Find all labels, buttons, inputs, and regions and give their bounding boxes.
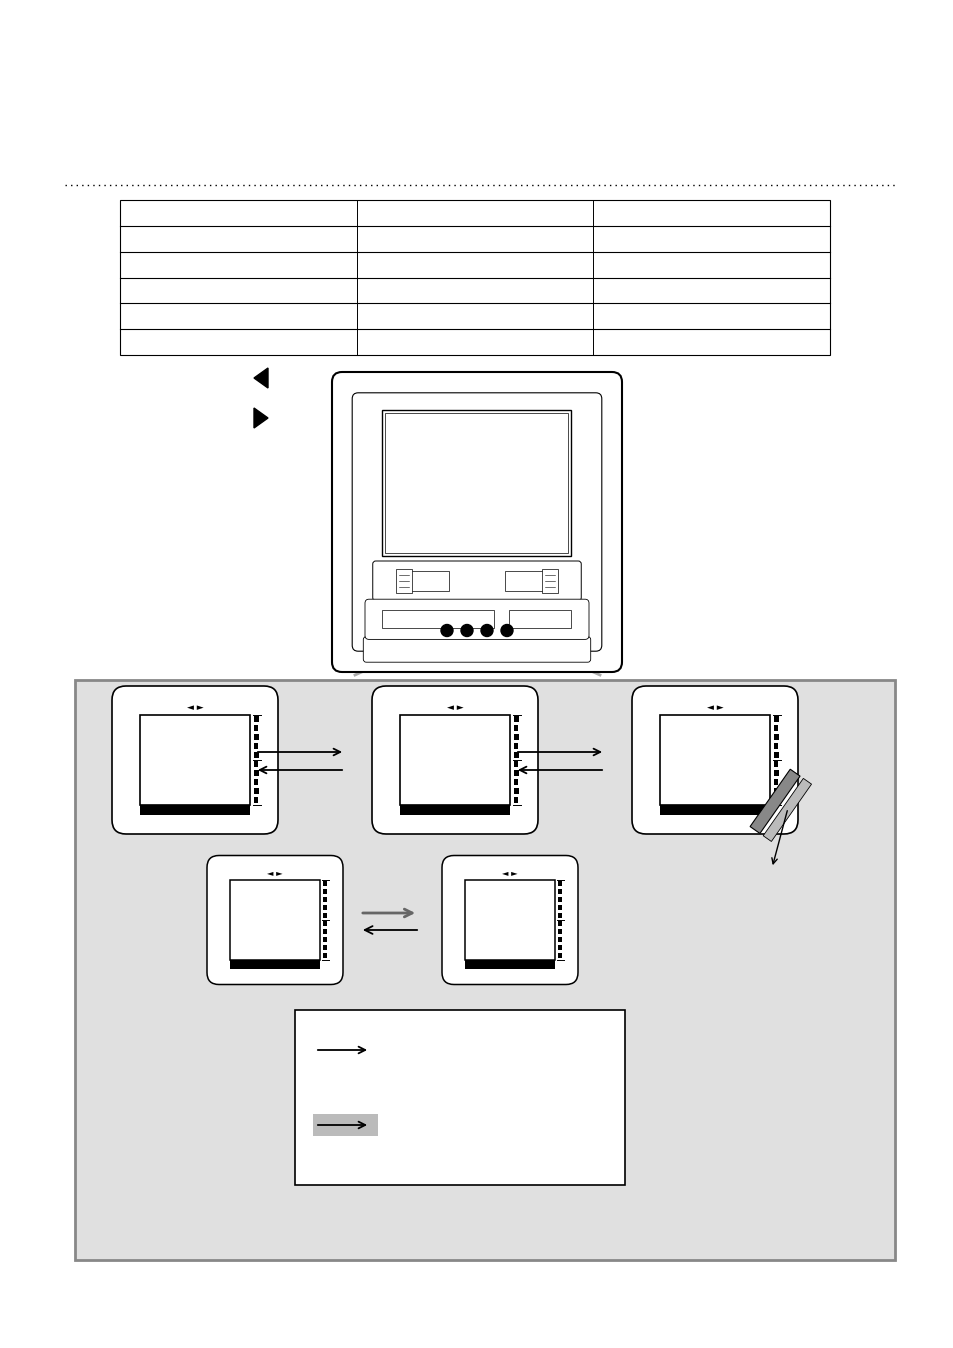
Bar (514, 716, 518, 721)
Bar (558, 921, 561, 926)
Bar (773, 735, 779, 740)
Polygon shape (762, 778, 811, 841)
Bar (773, 779, 778, 785)
Bar (514, 770, 518, 776)
Bar (294, 1010, 624, 1185)
Bar (253, 797, 257, 803)
FancyBboxPatch shape (352, 392, 601, 651)
FancyBboxPatch shape (631, 686, 797, 834)
Bar (253, 735, 258, 740)
Bar (323, 896, 327, 902)
Bar (313, 1113, 377, 1136)
Bar (514, 725, 517, 731)
Bar (323, 882, 327, 886)
Bar (558, 882, 561, 886)
Bar (558, 896, 561, 902)
FancyBboxPatch shape (363, 636, 590, 662)
FancyBboxPatch shape (441, 856, 578, 984)
FancyBboxPatch shape (373, 561, 580, 601)
Bar (464, 960, 555, 969)
Bar (773, 789, 779, 794)
Bar (323, 905, 327, 910)
Bar (514, 789, 518, 794)
Circle shape (500, 624, 513, 636)
Bar (253, 779, 257, 785)
Bar (323, 913, 327, 918)
Bar (323, 921, 327, 926)
Bar (558, 905, 561, 910)
FancyBboxPatch shape (365, 600, 588, 639)
Bar (514, 762, 517, 767)
Text: ◄ ►: ◄ ► (501, 868, 517, 878)
Bar (323, 937, 327, 942)
Bar (558, 913, 561, 918)
Bar (514, 779, 517, 785)
Bar (541, 569, 558, 593)
Circle shape (440, 624, 453, 636)
Bar (773, 770, 779, 776)
Bar (120, 200, 829, 355)
Bar (773, 797, 778, 803)
Bar (323, 953, 327, 958)
Bar (230, 880, 319, 960)
Bar (385, 412, 568, 553)
Bar (514, 743, 517, 749)
Bar (464, 880, 555, 960)
Bar (253, 770, 258, 776)
Bar (558, 937, 561, 942)
Bar (253, 716, 258, 721)
Bar (140, 805, 250, 816)
FancyBboxPatch shape (207, 856, 343, 984)
FancyBboxPatch shape (112, 686, 277, 834)
Bar (323, 945, 327, 950)
Bar (323, 888, 327, 894)
Bar (395, 569, 412, 593)
Bar (659, 714, 769, 805)
Bar (773, 762, 778, 767)
Text: ◄ ►: ◄ ► (446, 702, 463, 712)
Bar (382, 410, 571, 555)
Bar (558, 945, 561, 950)
Circle shape (480, 624, 493, 636)
Bar (230, 960, 319, 969)
Bar (514, 797, 517, 803)
Bar (403, 570, 449, 590)
Bar (504, 570, 550, 590)
Bar (253, 743, 257, 749)
Polygon shape (253, 368, 268, 388)
Bar (659, 805, 769, 816)
Text: ◄ ►: ◄ ► (706, 702, 722, 712)
Bar (558, 929, 561, 934)
Circle shape (460, 624, 473, 636)
Bar (253, 752, 258, 758)
Bar (75, 679, 894, 1260)
FancyBboxPatch shape (332, 372, 621, 673)
Bar (140, 714, 250, 805)
Bar (399, 805, 510, 816)
Bar (381, 611, 494, 628)
FancyBboxPatch shape (372, 686, 537, 834)
Bar (773, 752, 779, 758)
Text: ◄ ►: ◄ ► (267, 868, 282, 878)
Bar (514, 752, 518, 758)
Bar (509, 611, 571, 628)
Bar (558, 953, 561, 958)
Polygon shape (749, 770, 800, 833)
Bar (253, 789, 258, 794)
Bar (558, 888, 561, 894)
Bar (399, 714, 510, 805)
Bar (773, 743, 778, 749)
Bar (323, 929, 327, 934)
Polygon shape (253, 408, 268, 429)
Bar (514, 735, 518, 740)
Bar (773, 716, 779, 721)
Bar (773, 725, 778, 731)
Text: ◄ ►: ◄ ► (187, 702, 203, 712)
Bar (253, 725, 257, 731)
Bar (253, 762, 257, 767)
